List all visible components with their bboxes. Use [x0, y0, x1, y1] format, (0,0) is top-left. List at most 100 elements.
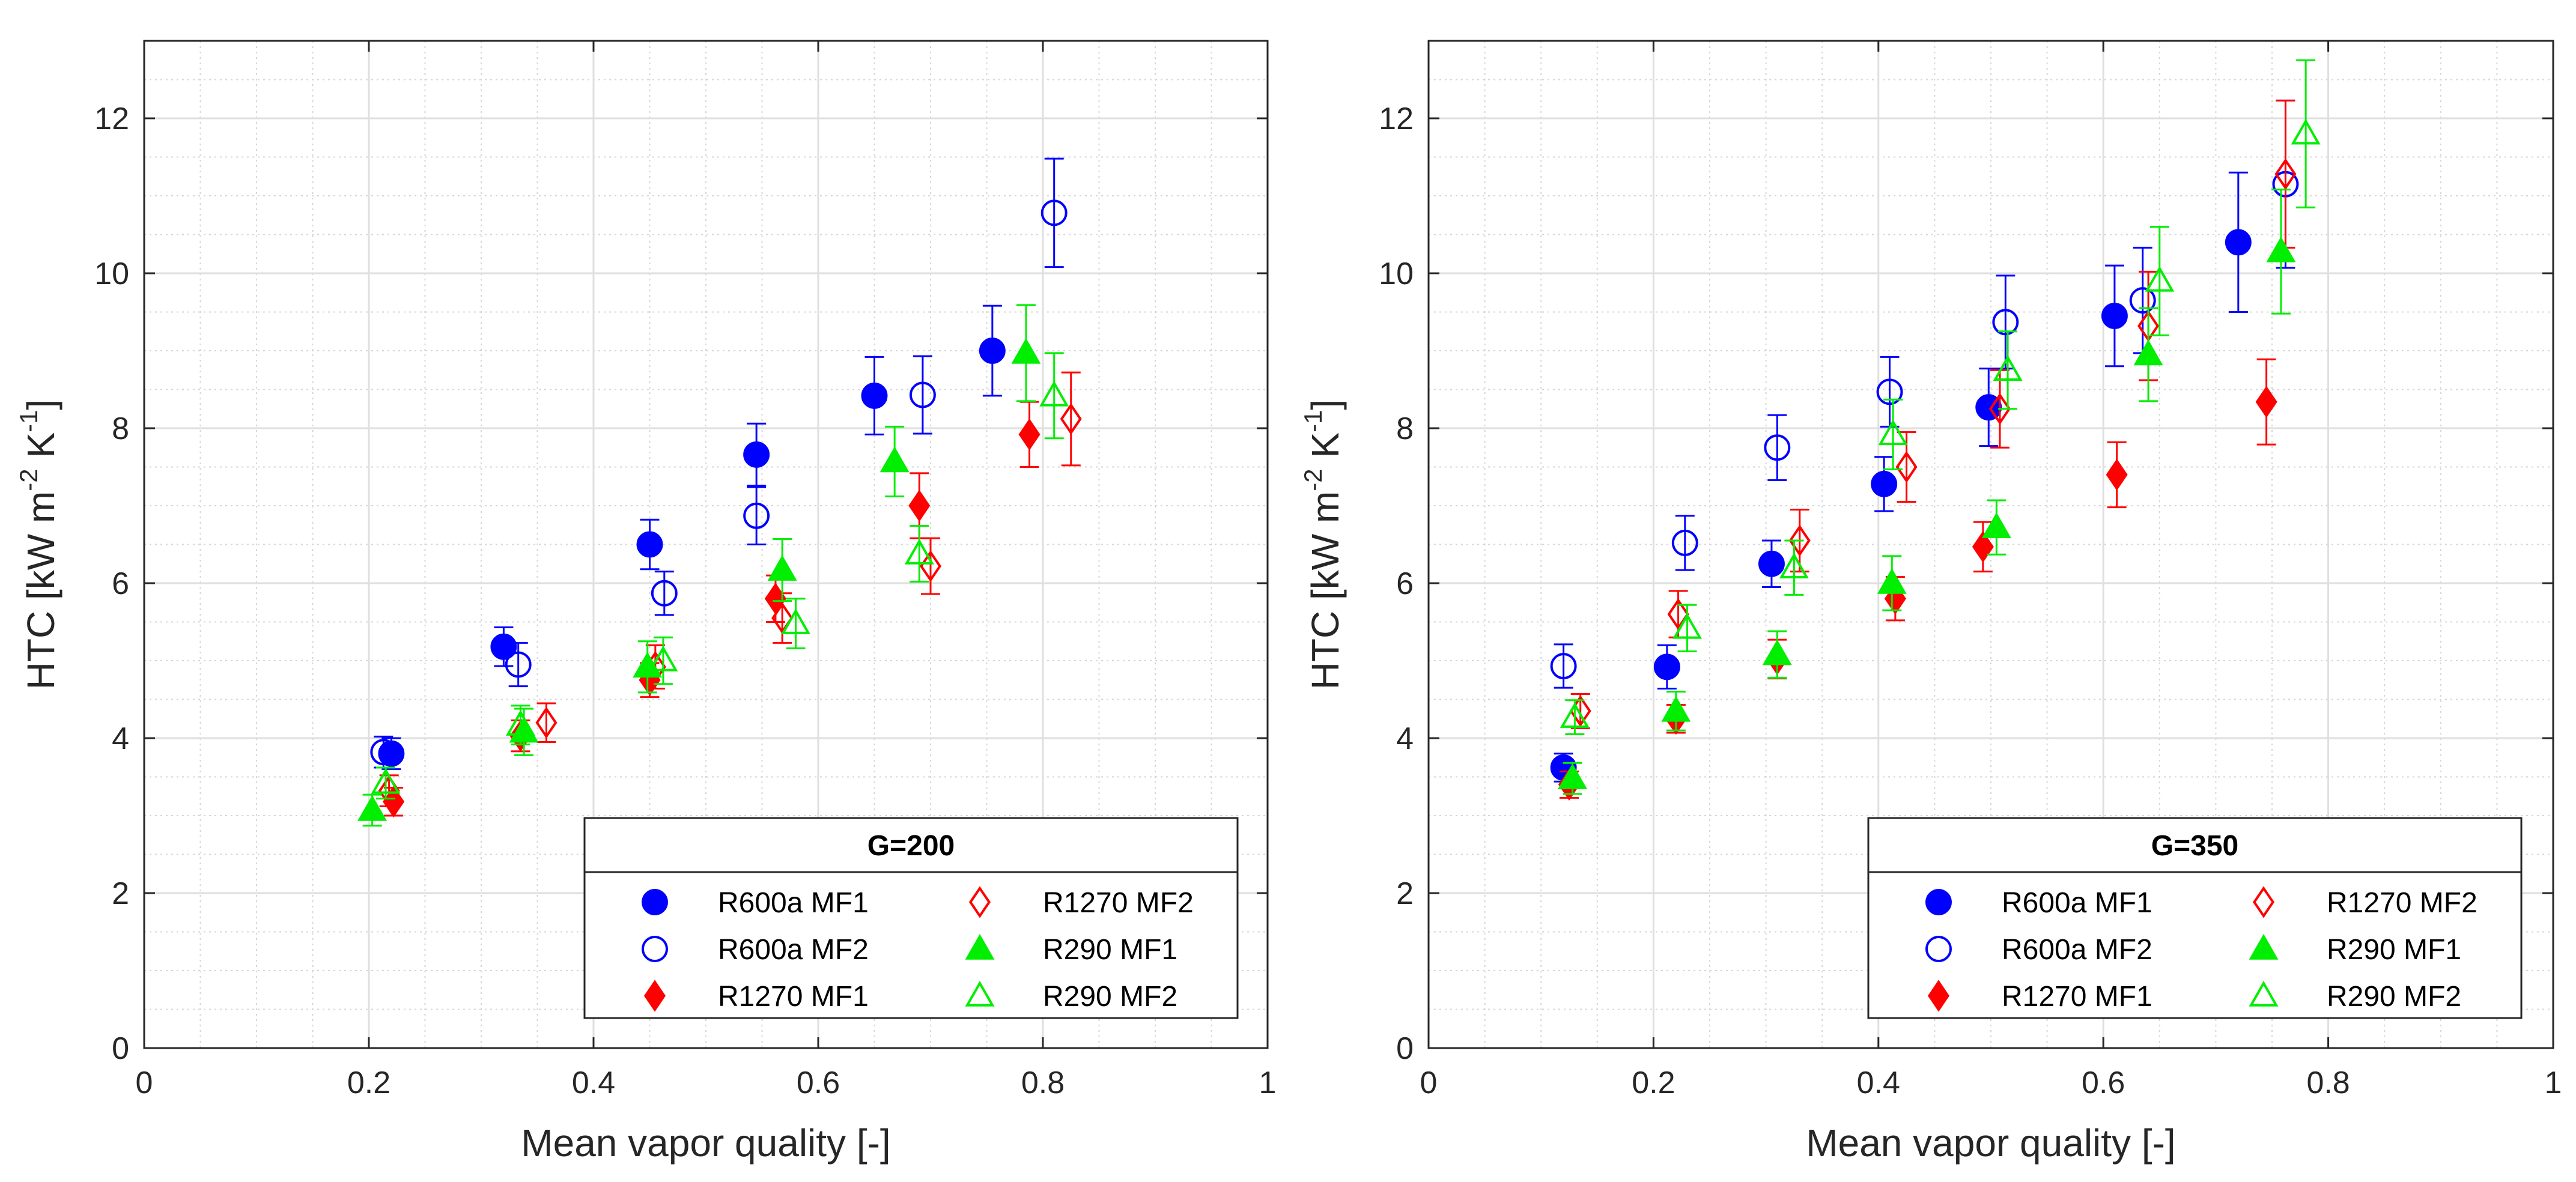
data-point — [1764, 434, 1791, 461]
y-tick-label: 0 — [1396, 1031, 1414, 1066]
data-point — [919, 550, 942, 583]
x-tick-label: 1 — [1259, 1065, 1277, 1100]
data-point — [771, 602, 794, 634]
y-tick-label: 12 — [1379, 102, 1414, 136]
y-tick-label: 10 — [1379, 256, 1414, 291]
data-point — [648, 645, 678, 671]
y-tick-label: 4 — [112, 721, 129, 756]
data-point — [1788, 524, 1811, 557]
data-point — [371, 768, 401, 794]
y-tick-label: 2 — [1396, 876, 1414, 911]
data-point — [383, 786, 405, 818]
legend-label: R600a MF1 — [718, 887, 869, 919]
x-tick-label: 0 — [1420, 1065, 1438, 1100]
legend-label: R600a MF1 — [2002, 887, 2152, 919]
data-point — [879, 446, 910, 473]
data-point — [2255, 386, 2277, 418]
x-tick-label: 0.4 — [1857, 1065, 1900, 1100]
data-point — [767, 555, 797, 581]
data-point — [2101, 302, 2128, 329]
legend-marker — [643, 980, 666, 1012]
legend: G=200 R600a MF1 R600a MF2 R1270 MF1 R1270 MF… — [583, 817, 1239, 1019]
data-point — [1876, 378, 1903, 405]
data-point — [490, 633, 517, 660]
data-point — [1871, 470, 1898, 497]
data-point — [1981, 512, 2011, 538]
legend-marker — [1925, 889, 1952, 915]
legend-label: R1270 MF2 — [1043, 887, 1194, 919]
data-point — [506, 710, 535, 736]
data-point — [2266, 236, 2296, 262]
legend-marker — [2249, 933, 2279, 960]
data-point — [636, 531, 663, 558]
y-tick-label: 6 — [1396, 566, 1414, 601]
legend-marker — [1925, 936, 1952, 962]
x-tick-label: 0.6 — [797, 1065, 840, 1100]
data-point — [2106, 458, 2128, 491]
data-point — [904, 538, 934, 565]
legend-marker — [968, 886, 991, 918]
legend-marker — [2252, 886, 2275, 918]
data-point — [2225, 229, 2252, 256]
data-point — [1661, 696, 1691, 722]
data-point — [1672, 613, 1703, 639]
x-tick-label: 0.4 — [572, 1065, 615, 1100]
legend-label: R290 MF2 — [1043, 981, 1177, 1013]
legend-marker — [642, 889, 668, 915]
data-point — [1018, 418, 1040, 450]
legend-label: R1270 MF1 — [2002, 981, 2152, 1013]
data-point — [2133, 339, 2163, 366]
data-point — [1878, 419, 1908, 446]
data-point — [1993, 355, 2023, 381]
data-point — [2274, 158, 2297, 190]
legend-label: R1270 MF1 — [718, 981, 869, 1013]
series-r290-mf1 — [1558, 189, 2296, 795]
data-point — [1988, 393, 2011, 425]
x-tick-label: 0.2 — [347, 1065, 390, 1100]
data-point — [1758, 550, 1785, 577]
data-point — [781, 608, 811, 634]
data-point — [1779, 553, 1809, 578]
data-layer — [357, 157, 1082, 827]
legend-label: R600a MF2 — [2002, 934, 2152, 966]
legend-label: R290 MF2 — [2327, 981, 2461, 1013]
y-tick-label: 6 — [112, 566, 129, 601]
x-tick-label: 0 — [136, 1065, 153, 1100]
y-tick-label: 8 — [112, 411, 129, 446]
y-axis-label: HTC [kW m-2 K-1] — [1299, 399, 1347, 690]
data-point — [505, 651, 532, 678]
legend-box — [1867, 817, 2523, 1019]
legend-label: R290 MF1 — [2327, 934, 2461, 966]
data-point — [1895, 450, 1918, 483]
x-axis-label: Mean vapor quality [-] — [521, 1121, 890, 1165]
data-point — [1762, 639, 1792, 665]
data-point — [2129, 287, 2156, 314]
data-point — [908, 489, 931, 522]
data-point — [979, 338, 1006, 364]
data-point — [1550, 653, 1577, 680]
data-point — [1877, 568, 1907, 594]
x-tick-label: 0.8 — [2306, 1065, 2350, 1100]
data-point — [1560, 702, 1590, 728]
x-tick-label: 0.8 — [1021, 1065, 1065, 1100]
data-point — [1671, 529, 1698, 556]
y-tick-label: 8 — [1396, 411, 1414, 446]
data-point — [2145, 265, 2175, 292]
legend-title: G=350 — [2151, 830, 2238, 862]
data-point — [1039, 380, 1069, 407]
y-tick-label: 2 — [112, 876, 129, 911]
legend-label: R1270 MF2 — [2327, 887, 2477, 919]
series-r600a-mf1 — [1550, 171, 2252, 783]
y-tick-label: 4 — [1396, 721, 1414, 756]
data-point — [743, 441, 770, 468]
data-point — [651, 580, 678, 607]
axes-box — [143, 40, 1269, 1049]
data-point — [861, 382, 888, 409]
legend: G=350 R600a MF1 R600a MF2 R1270 MF1 R1270 MF… — [1867, 817, 2523, 1019]
data-point — [1667, 598, 1689, 631]
x-axis-label: Mean vapor quality [-] — [1806, 1121, 2175, 1165]
y-tick-label: 12 — [94, 102, 129, 136]
series-r600a-mf1 — [378, 305, 1006, 771]
